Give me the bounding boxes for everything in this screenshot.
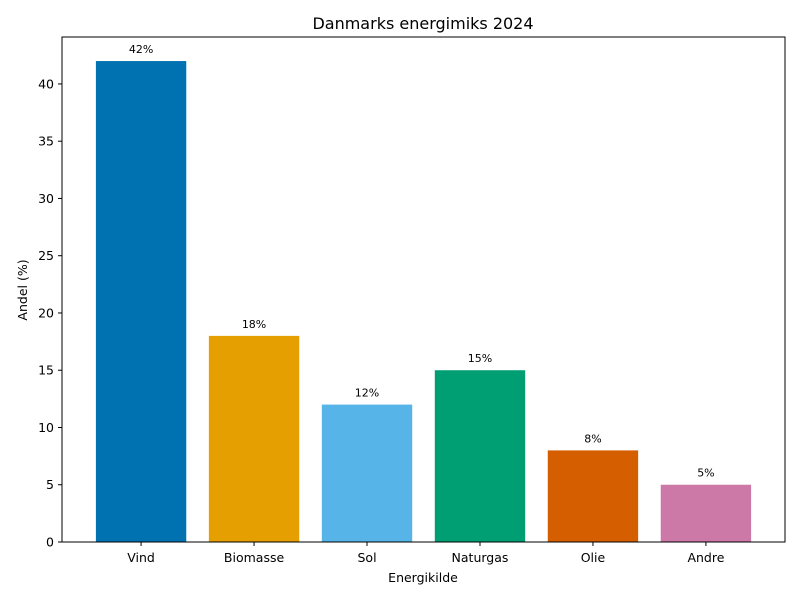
y-tick-label: 40 bbox=[38, 76, 54, 91]
x-tick-label: Sol bbox=[357, 550, 376, 565]
bar-olie bbox=[547, 450, 639, 542]
y-tick-label: 15 bbox=[38, 363, 54, 378]
data-label: 8% bbox=[584, 432, 601, 445]
bar-biomasse bbox=[208, 335, 300, 542]
y-tick-label: 0 bbox=[46, 535, 54, 550]
bar-andre bbox=[660, 484, 752, 542]
x-tick-label: Naturgas bbox=[452, 550, 509, 565]
x-tick-label: Biomasse bbox=[224, 550, 285, 565]
plot-frame bbox=[61, 36, 786, 543]
bar-naturgas bbox=[434, 370, 526, 542]
data-label: 18% bbox=[242, 318, 266, 331]
chart-title: Danmarks energimiks 2024 bbox=[312, 14, 533, 33]
y-tick-label: 30 bbox=[38, 191, 54, 206]
y-axis-title: Andel (%) bbox=[15, 259, 30, 320]
bar-sol bbox=[321, 404, 413, 542]
x-tick-label: Olie bbox=[581, 550, 606, 565]
x-tick-label: Andre bbox=[687, 550, 724, 565]
y-tick-label: 20 bbox=[38, 305, 54, 320]
y-tick-label: 35 bbox=[38, 134, 54, 149]
data-label: 5% bbox=[697, 467, 714, 480]
data-labels-group: 42% 18% 12% 15% 8% 5% bbox=[129, 43, 715, 480]
x-tick-label: Vind bbox=[127, 550, 155, 565]
data-label: 12% bbox=[355, 387, 379, 400]
bars-group bbox=[95, 61, 752, 543]
x-axis: Vind Biomasse Sol Naturgas Olie Andre bbox=[127, 542, 725, 565]
data-label: 15% bbox=[468, 352, 492, 365]
bar-vind bbox=[95, 61, 187, 543]
y-tick-label: 25 bbox=[38, 248, 54, 263]
data-label: 42% bbox=[129, 43, 153, 56]
y-axis: 0 5 10 15 20 25 30 35 40 bbox=[38, 76, 62, 550]
x-axis-title: Energikilde bbox=[388, 570, 458, 585]
y-tick-label: 5 bbox=[46, 477, 54, 492]
y-tick-label: 10 bbox=[38, 420, 54, 435]
